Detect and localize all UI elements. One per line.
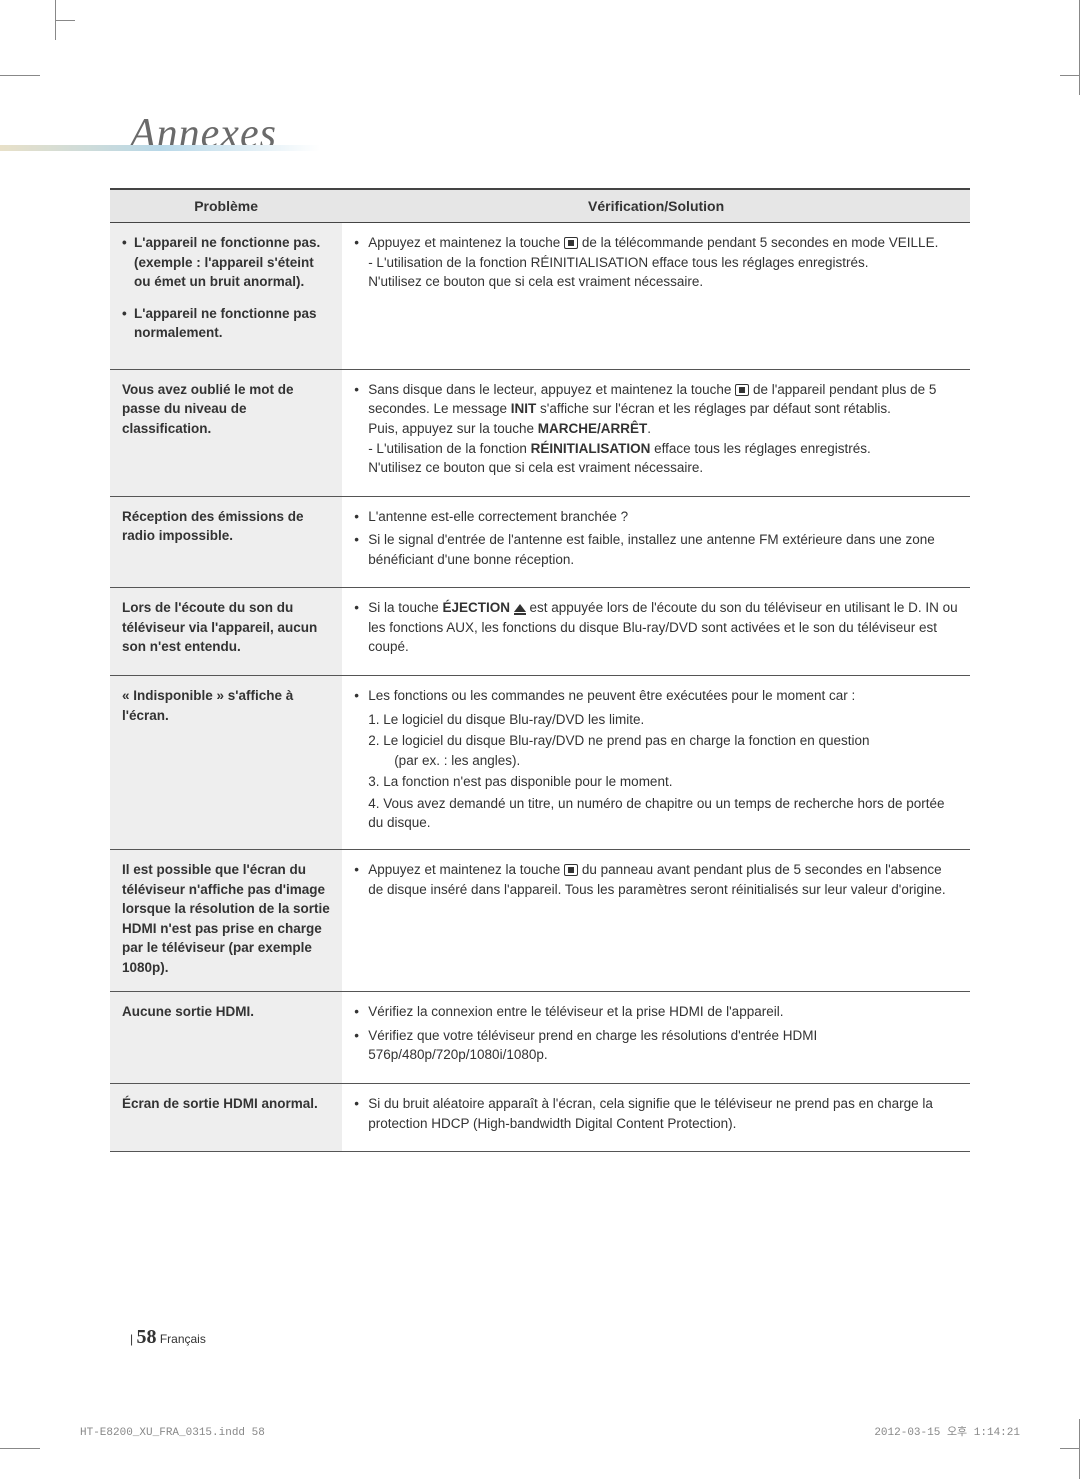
stop-icon [564, 864, 578, 876]
problem-cell: L'appareil ne fonctionne pas.(exemple : … [110, 223, 342, 370]
footer-divider: | [130, 1332, 133, 1346]
crop-mark [1060, 75, 1080, 76]
table-row: Il est possible que l'écran du téléviseu… [110, 849, 970, 991]
footer-language: Français [160, 1332, 206, 1346]
problem-cell: Écran de sortie HDMI anormal. [110, 1084, 342, 1152]
crop-mark [55, 0, 56, 40]
crop-mark [0, 1448, 40, 1449]
print-mark-right: 2012-03-15 오후 1:14:21 [874, 1423, 1020, 1439]
solution-cell: Si la touche ÉJECTION est appuyée lors d… [342, 588, 970, 676]
table-header-problem: Problème [110, 189, 342, 223]
table-row: Vous avez oublié le mot de passe du nive… [110, 369, 970, 496]
problem-item: L'appareil ne fonctionne pas normalement… [122, 304, 330, 343]
solution-cell: Les fonctions ou les commandes ne peuven… [342, 676, 970, 850]
solution-numbered-item: 4. Vous avez demandé un titre, un numéro… [368, 794, 958, 833]
problem-cell: « Indisponible » s'affiche à l'écran. [110, 676, 342, 850]
solution-item: Si le signal d'entrée de l'antenne est f… [354, 530, 958, 569]
solution-numbered-item: 3. La fonction n'est pas disponible pour… [368, 772, 958, 792]
print-mark-left: HT-E8200_XU_FRA_0315.indd 58 [80, 1427, 265, 1439]
solution-cell: Appuyez et maintenez la touche du pannea… [342, 849, 970, 991]
problem-cell: Réception des émissions de radio impossi… [110, 496, 342, 588]
solution-cell: Sans disque dans le lecteur, appuyez et … [342, 369, 970, 496]
solution-item: Vérifiez que votre téléviseur prend en c… [354, 1026, 958, 1065]
problem-item: L'appareil ne fonctionne pas.(exemple : … [122, 233, 330, 292]
solution-numbered-item: 1. Le logiciel du disque Blu-ray/DVD les… [368, 710, 958, 730]
problem-cell: Aucune sortie HDMI. [110, 992, 342, 1084]
stop-icon [564, 237, 578, 249]
table-row: Réception des émissions de radio impossi… [110, 496, 970, 588]
problem-cell: Vous avez oublié le mot de passe du nive… [110, 369, 342, 496]
stop-icon [735, 384, 749, 396]
crop-mark [0, 75, 40, 76]
solution-item: Appuyez et maintenez la touche du pannea… [354, 860, 958, 899]
solution-item: Sans disque dans le lecteur, appuyez et … [354, 380, 958, 478]
eject-icon [514, 604, 526, 612]
solution-item: L'antenne est-elle correctement branchée… [354, 507, 958, 527]
solution-item: Si la touche ÉJECTION est appuyée lors d… [354, 598, 958, 657]
crop-mark [1060, 1448, 1080, 1449]
crop-mark [55, 20, 75, 21]
page-number: 58 [136, 1326, 156, 1348]
table-row: Aucune sortie HDMI. Vérifiez la connexion… [110, 992, 970, 1084]
table-row: Écran de sortie HDMI anormal. Si du bruit… [110, 1084, 970, 1152]
table-row: Lors de l'écoute du son du téléviseur vi… [110, 588, 970, 676]
solution-item: Appuyez et maintenez la touche de la tél… [354, 233, 958, 292]
table-row: L'appareil ne fonctionne pas.(exemple : … [110, 223, 970, 370]
table-body: L'appareil ne fonctionne pas.(exemple : … [110, 223, 970, 1152]
solution-cell: Si du bruit aléatoire apparaît à l'écran… [342, 1084, 970, 1152]
table-header-solution: Vérification/Solution [342, 189, 970, 223]
header-gradient [0, 145, 320, 151]
page: Annexes Problème Vérification/Solution L… [0, 0, 1080, 1479]
problem-cell: Il est possible que l'écran du téléviseu… [110, 849, 342, 991]
table-row: « Indisponible » s'affiche à l'écran. Les… [110, 676, 970, 850]
solution-item: Vérifiez la connexion entre le téléviseu… [354, 1002, 958, 1022]
solution-cell: Vérifiez la connexion entre le téléviseu… [342, 992, 970, 1084]
solution-item: Les fonctions ou les commandes ne peuven… [354, 686, 958, 706]
solution-cell: Appuyez et maintenez la touche de la tél… [342, 223, 970, 370]
troubleshooting-table: Problème Vérification/Solution L'apparei… [110, 188, 970, 1152]
solution-item: Si du bruit aléatoire apparaît à l'écran… [354, 1094, 958, 1133]
problem-cell: Lors de l'écoute du son du téléviseur vi… [110, 588, 342, 676]
solution-cell: L'antenne est-elle correctement branchée… [342, 496, 970, 588]
solution-numbered-item: 2. Le logiciel du disque Blu-ray/DVD ne … [368, 731, 958, 770]
page-footer: | 58 Français [130, 1326, 206, 1349]
